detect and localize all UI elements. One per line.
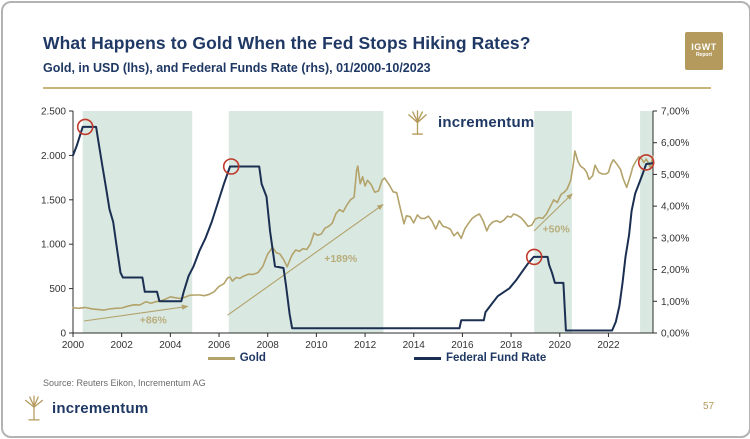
rate-peak-marker — [525, 248, 543, 266]
page-number: 57 — [703, 401, 715, 412]
igwt-badge-title: IGWT — [691, 42, 717, 52]
page-subtitle: Gold, in USD (lhs), and Federal Funds Ra… — [43, 61, 431, 75]
x-axis-tick-label: 2014 — [403, 340, 426, 350]
rate-peak-marker — [637, 154, 655, 171]
legend-swatch — [207, 356, 235, 360]
gold-trend-arrow — [533, 193, 573, 232]
right-axis-tick-label: 5,00% — [661, 170, 689, 181]
x-axis-tick-label: 2000 — [62, 340, 85, 350]
igwt-badge-subtitle: Report — [695, 52, 713, 58]
x-axis-tick-label: 2002 — [111, 340, 134, 350]
left-axis-tick-label: 1.000 — [41, 240, 66, 251]
right-axis-tick-label: 4,00% — [661, 202, 689, 213]
x-axis-tick-label: 2004 — [159, 340, 182, 350]
legend-label: Federal Fund Rate — [445, 352, 547, 364]
tree-icon — [408, 110, 427, 135]
footer-brand: incrementum — [23, 394, 148, 422]
series-line-gold — [72, 150, 654, 311]
legend-swatch — [413, 356, 441, 360]
right-axis-tick-label: 2,00% — [661, 265, 689, 276]
gold-trend-arrow — [227, 204, 384, 316]
left-axis-tick-label: 1.500 — [41, 195, 66, 206]
legend-item-federal-fund-rate: Federal Fund Rate — [413, 352, 547, 364]
x-axis-tick-label: 2020 — [549, 340, 572, 350]
left-axis-tick-label: 500 — [49, 284, 66, 295]
x-axis-tick-label: 2016 — [451, 340, 474, 350]
incrementum-watermark: incrementum — [405, 110, 534, 135]
source-note: Source: Reuters Eikon, Incrementum AG — [43, 378, 206, 388]
left-axis-tick-label: 2.500 — [41, 107, 66, 118]
right-axis-tick-label: 7,00% — [661, 107, 689, 118]
rate-peak-marker — [222, 158, 240, 175]
right-axis-tick-label: 3,00% — [661, 233, 689, 244]
igwt-report-badge: IGWT Report — [685, 32, 723, 70]
x-axis-tick-label: 2022 — [597, 340, 620, 350]
fed-pause-region — [228, 111, 384, 333]
x-axis-tick-label: 2006 — [208, 340, 231, 350]
watermark-brand-text: incrementum — [438, 114, 535, 131]
fed-pause-region — [640, 111, 653, 333]
legend-item-gold: Gold — [207, 352, 266, 364]
gold-return-annotation: +86% — [140, 315, 168, 327]
gold-return-annotation: +50% — [543, 224, 571, 236]
page-title: What Happens to Gold When the Fed Stops … — [43, 33, 531, 53]
tree-icon — [24, 395, 44, 421]
x-axis-tick-label: 2018 — [500, 340, 523, 350]
rate-peak-marker — [76, 118, 94, 136]
chart-legend: Gold Federal Fund Rate — [31, 352, 723, 364]
right-axis-tick-label: 6,00% — [661, 138, 689, 149]
right-axis-tick-label: 1,00% — [661, 297, 689, 308]
left-axis-tick-label: 2.000 — [41, 151, 66, 162]
x-axis-tick-label: 2008 — [257, 340, 280, 350]
gold-return-annotation: +189% — [324, 253, 358, 265]
left-axis-tick-label: 0 — [60, 329, 66, 340]
footer-brand-text: incrementum — [52, 399, 149, 417]
legend-label: Gold — [239, 352, 266, 364]
chart-area: 0 500 1.000 1.500 2.000 2.500 0,00% 1,00% 2,00% 3… — [31, 98, 723, 351]
fed-pause-region — [82, 111, 193, 333]
right-axis-tick-label: 0,00% — [661, 329, 689, 340]
header-divider — [43, 87, 711, 89]
gold-fed-funds-chart: 0 500 1.000 1.500 2.000 2.500 0,00% 1,00% 2,00% 3… — [41, 107, 689, 351]
series-line-federal-fund-rate — [72, 125, 654, 332]
gold-trend-arrow — [83, 304, 189, 322]
x-axis-tick-label: 2012 — [354, 340, 377, 350]
fed-pause-region — [534, 111, 572, 333]
x-axis-tick-label: 2010 — [305, 340, 328, 350]
